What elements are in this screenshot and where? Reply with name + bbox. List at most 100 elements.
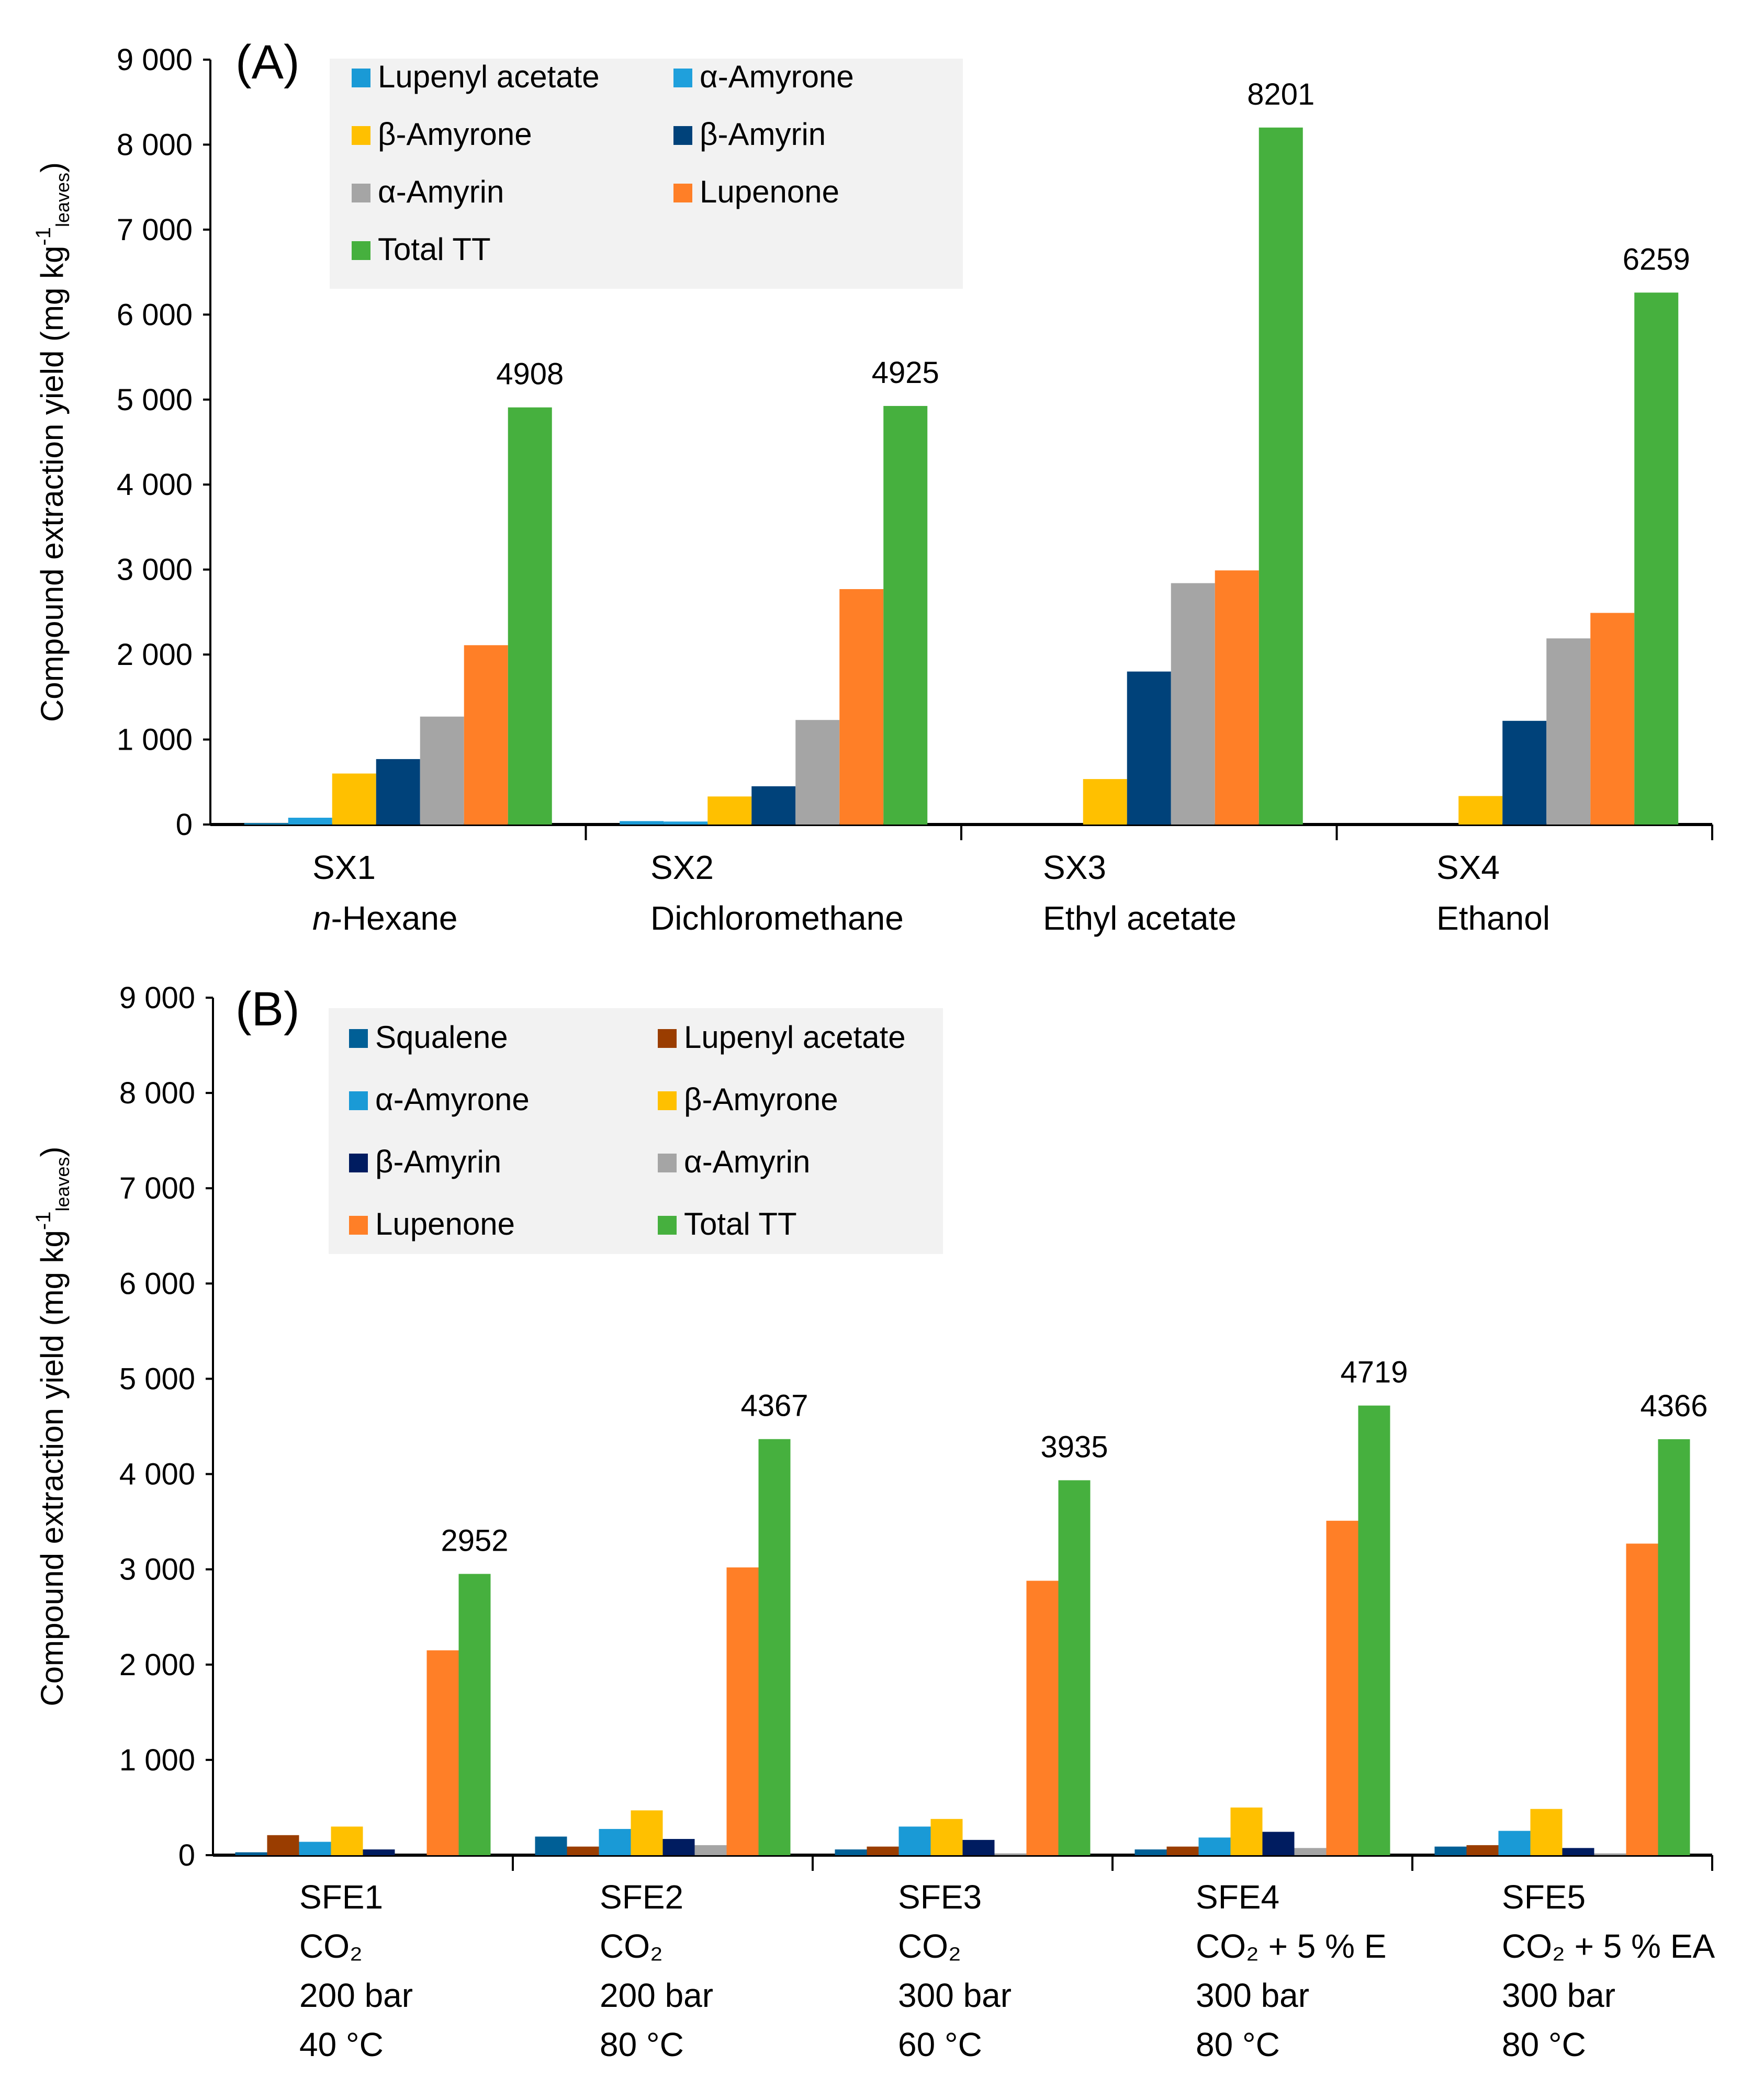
category-label: CO₂ [898, 1927, 961, 1965]
bar [994, 1854, 1027, 1855]
data-label: 4908 [496, 357, 564, 391]
category-label: 80 °C [1502, 2026, 1586, 2063]
legend-swatch [349, 1091, 368, 1110]
legend-label: α-Amyrin [684, 1144, 810, 1179]
legend-label: β-Amyrin [700, 117, 826, 152]
chart-panel-a: 0 1 000 2 000 3 000 4 000 5 000 6 000 7 000 8 00… [32, 36, 1713, 937]
data-label: 2952 [441, 1523, 508, 1557]
data-label: 8201 [1247, 77, 1314, 111]
bar [1530, 1809, 1563, 1855]
category-label: SFE2 [600, 1878, 683, 1916]
category-label-rest: -Hexane [331, 899, 458, 937]
y-axis-label-end: ) [35, 1146, 70, 1157]
category-label: Ethanol [1436, 899, 1550, 937]
bar [1215, 570, 1259, 825]
legend-label: α-Amyrone [700, 59, 854, 94]
category-label: SFE4 [1196, 1878, 1279, 1916]
panel-label: (B) [235, 983, 300, 1036]
category-label: SFE1 [299, 1878, 383, 1916]
category-label: 300 bar [1196, 1977, 1309, 2014]
bar [795, 720, 840, 825]
bar [535, 1836, 567, 1855]
y-tick-label: 3 000 [119, 1553, 195, 1587]
y-axis-label-main: Compound extraction yield (mg kg [35, 1230, 70, 1706]
bar [1262, 1832, 1295, 1855]
y-tick-label: 1 000 [119, 1743, 195, 1777]
bar [835, 1849, 867, 1855]
legend-swatch [349, 1216, 368, 1235]
y-axis-label: Compound extraction yield (mg kg-1leaves… [32, 1146, 73, 1706]
bar [376, 759, 420, 825]
legend-swatch [673, 184, 692, 202]
y-axis-label-sub: leaves [52, 1157, 73, 1211]
category-label: Ethyl acetate [1043, 899, 1237, 937]
y-tick-label: 1 000 [117, 723, 193, 757]
y-tick-label: 0 [176, 808, 193, 842]
bar [620, 821, 664, 825]
bar [1562, 1848, 1594, 1855]
y-tick-label: 7 000 [119, 1171, 195, 1205]
bar [962, 1839, 995, 1855]
bar [420, 716, 464, 825]
bar [464, 645, 508, 825]
bar [664, 821, 708, 825]
bar [458, 1574, 491, 1855]
legend-swatch [352, 184, 370, 202]
category-label: SX2 [650, 849, 714, 886]
y-tick-label: 5 000 [117, 383, 193, 417]
category-label: Dichloromethane [650, 899, 904, 937]
bar [1594, 1854, 1626, 1855]
category-label: 200 bar [299, 1977, 413, 2014]
bar [1259, 127, 1303, 825]
legend-swatch [658, 1216, 677, 1235]
bar [1058, 1480, 1091, 1855]
data-label: 6259 [1623, 242, 1690, 276]
y-axis-label: Compound extraction yield (mg kg-1leaves… [32, 162, 73, 722]
y-axis-label-end: ) [35, 162, 70, 173]
bar [631, 1810, 663, 1855]
y-tick-label: 0 [178, 1838, 195, 1872]
bar [694, 1845, 727, 1855]
bar [288, 818, 332, 825]
legend-label: α-Amyrin [378, 174, 504, 209]
bar [883, 405, 928, 825]
bar [426, 1650, 459, 1855]
category-label: CO₂ + 5 % EA [1502, 1927, 1715, 1965]
legend-label: β-Amyrone [684, 1082, 838, 1117]
bar [707, 796, 752, 825]
bar [1358, 1405, 1390, 1855]
legend-swatch [352, 126, 370, 145]
bar [662, 1839, 695, 1855]
legend-label: β-Amyrone [378, 117, 532, 152]
category-label: 80 °C [1196, 2026, 1280, 2063]
category-label: 60 °C [898, 2026, 982, 2063]
y-tick-label: 6 000 [117, 298, 193, 332]
data-label: 4366 [1640, 1389, 1707, 1423]
bar [1026, 1580, 1059, 1855]
legend-swatch [352, 241, 370, 260]
bar [599, 1828, 631, 1855]
y-axis-label-sup: -1 [32, 227, 55, 246]
category-label: CO₂ [600, 1927, 663, 1965]
legend-swatch [349, 1154, 368, 1172]
y-tick-label: 5 000 [119, 1362, 195, 1396]
y-axis-label-sup: -1 [32, 1212, 55, 1230]
legend-box [329, 1008, 943, 1254]
category-label: SFE5 [1502, 1878, 1586, 1916]
legend-swatch [658, 1091, 677, 1110]
category-label: SFE3 [898, 1878, 982, 1916]
legend-label: Lupenyl acetate [684, 1020, 906, 1055]
bar [1546, 638, 1591, 825]
category-label: 300 bar [1502, 1977, 1615, 2014]
y-tick-label: 8 000 [117, 128, 193, 162]
data-label: 3935 [1040, 1430, 1108, 1464]
bar [567, 1846, 599, 1855]
bar [867, 1846, 899, 1855]
y-tick-label: 4 000 [119, 1458, 195, 1492]
y-tick-label: 3 000 [117, 553, 193, 587]
legend-label: Total TT [684, 1206, 797, 1241]
bar [1198, 1837, 1231, 1855]
bar [267, 1835, 299, 1855]
panel-label: (A) [235, 36, 300, 89]
